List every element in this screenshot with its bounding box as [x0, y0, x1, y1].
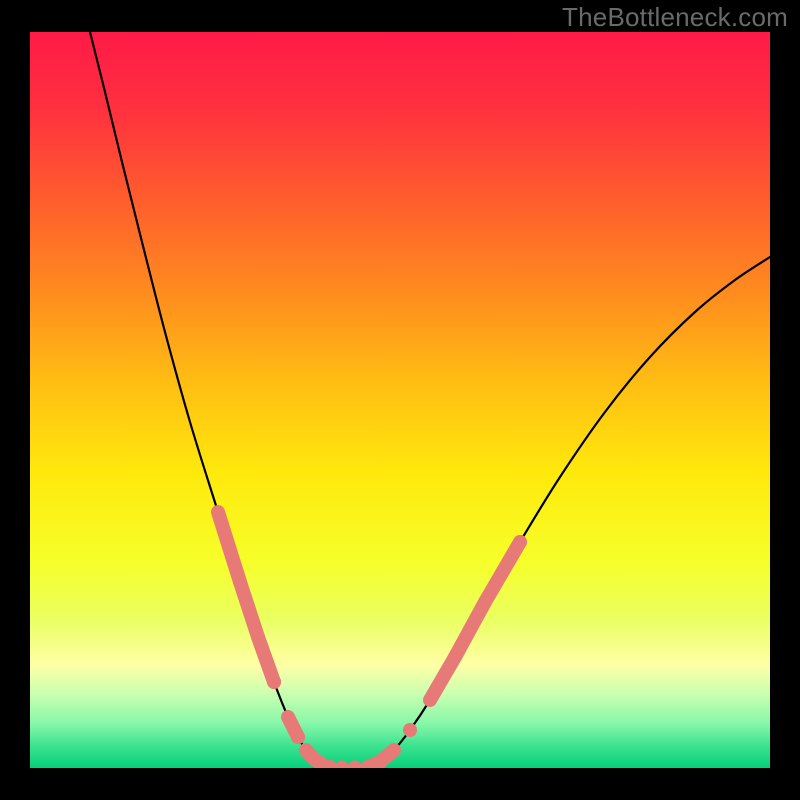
marker-capsule: [218, 512, 240, 582]
plot-area: [30, 32, 770, 768]
marker-dot: [267, 675, 281, 689]
curves-layer: [30, 32, 770, 768]
chart-container: TheBottleneck.com: [0, 0, 800, 800]
marker-capsule: [380, 750, 394, 762]
markers-group: [218, 512, 527, 768]
marker-dot: [348, 761, 362, 769]
marker-capsule: [430, 657, 455, 700]
watermark-text: TheBottleneck.com: [562, 2, 788, 33]
marker-dot: [403, 723, 417, 737]
marker-dot: [335, 761, 349, 769]
marker-dot: [513, 535, 527, 549]
marker-capsule: [455, 602, 485, 657]
marker-capsule: [314, 759, 322, 764]
marker-capsule: [240, 582, 258, 637]
marker-capsule: [258, 637, 274, 682]
bottleneck-curve: [90, 32, 770, 768]
marker-dot: [291, 730, 305, 744]
marker-capsule: [485, 542, 520, 602]
